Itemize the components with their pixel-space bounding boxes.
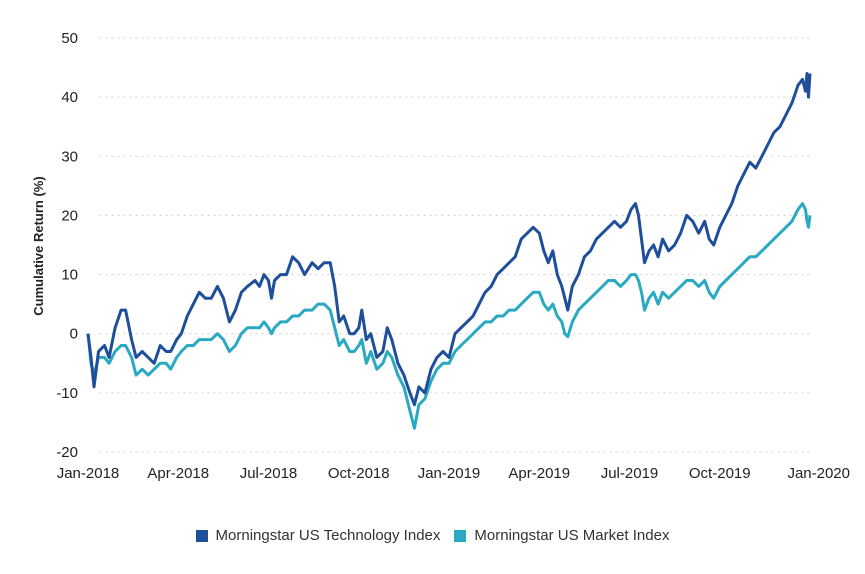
legend-swatch-technology — [195, 529, 208, 542]
x-tick-label: Jan-2020 — [787, 465, 850, 482]
x-tick-label: Oct-2018 — [328, 465, 390, 482]
legend-label-technology: Morningstar US Technology Index — [215, 527, 441, 544]
x-tick-label: Apr-2019 — [508, 465, 570, 482]
x-tick-label: Jul-2019 — [601, 465, 659, 482]
legend-item-technology: Morningstar US Technology Index — [195, 527, 441, 544]
y-tick-label: 40 — [61, 89, 78, 106]
y-axis-label: Cumulative Return (%) — [31, 176, 46, 315]
legend-label-market: Morningstar US Market Index — [474, 527, 670, 544]
y-tick-label: -20 — [56, 444, 78, 461]
x-tick-label: Jan-2018 — [57, 465, 120, 482]
y-tick-label: 50 — [61, 30, 78, 47]
series-line-market — [86, 202, 812, 430]
x-tick-label: Jul-2018 — [240, 465, 298, 482]
y-tick-label: 20 — [61, 207, 78, 224]
x-axis-ticks: Jan-2018 Apr-2018 Jul-2018 Oct-2018 Jan-2019… — [57, 465, 850, 482]
line-chart: 50 40 30 20 10 0 -10 -20 Jan-2018 Apr-2018 Jul-20… — [31, 30, 850, 482]
x-tick-label: Apr-2018 — [147, 465, 209, 482]
series-line-technology — [86, 72, 812, 407]
legend-item-market: Morningstar US Market Index — [454, 527, 669, 544]
y-axis-ticks: 50 40 30 20 10 0 -10 -20 — [56, 30, 78, 461]
series-lines — [86, 72, 812, 430]
x-tick-label: Oct-2019 — [689, 465, 751, 482]
legend-swatch-market — [454, 529, 467, 542]
x-tick-label: Jan-2019 — [418, 465, 481, 482]
gridlines — [99, 37, 815, 453]
legend: Morningstar US Technology Index Mornings… — [0, 527, 865, 544]
y-tick-label: 30 — [61, 148, 78, 165]
y-tick-label: -10 — [56, 385, 78, 402]
y-tick-label: 0 — [70, 326, 78, 343]
y-tick-label: 10 — [61, 267, 78, 284]
